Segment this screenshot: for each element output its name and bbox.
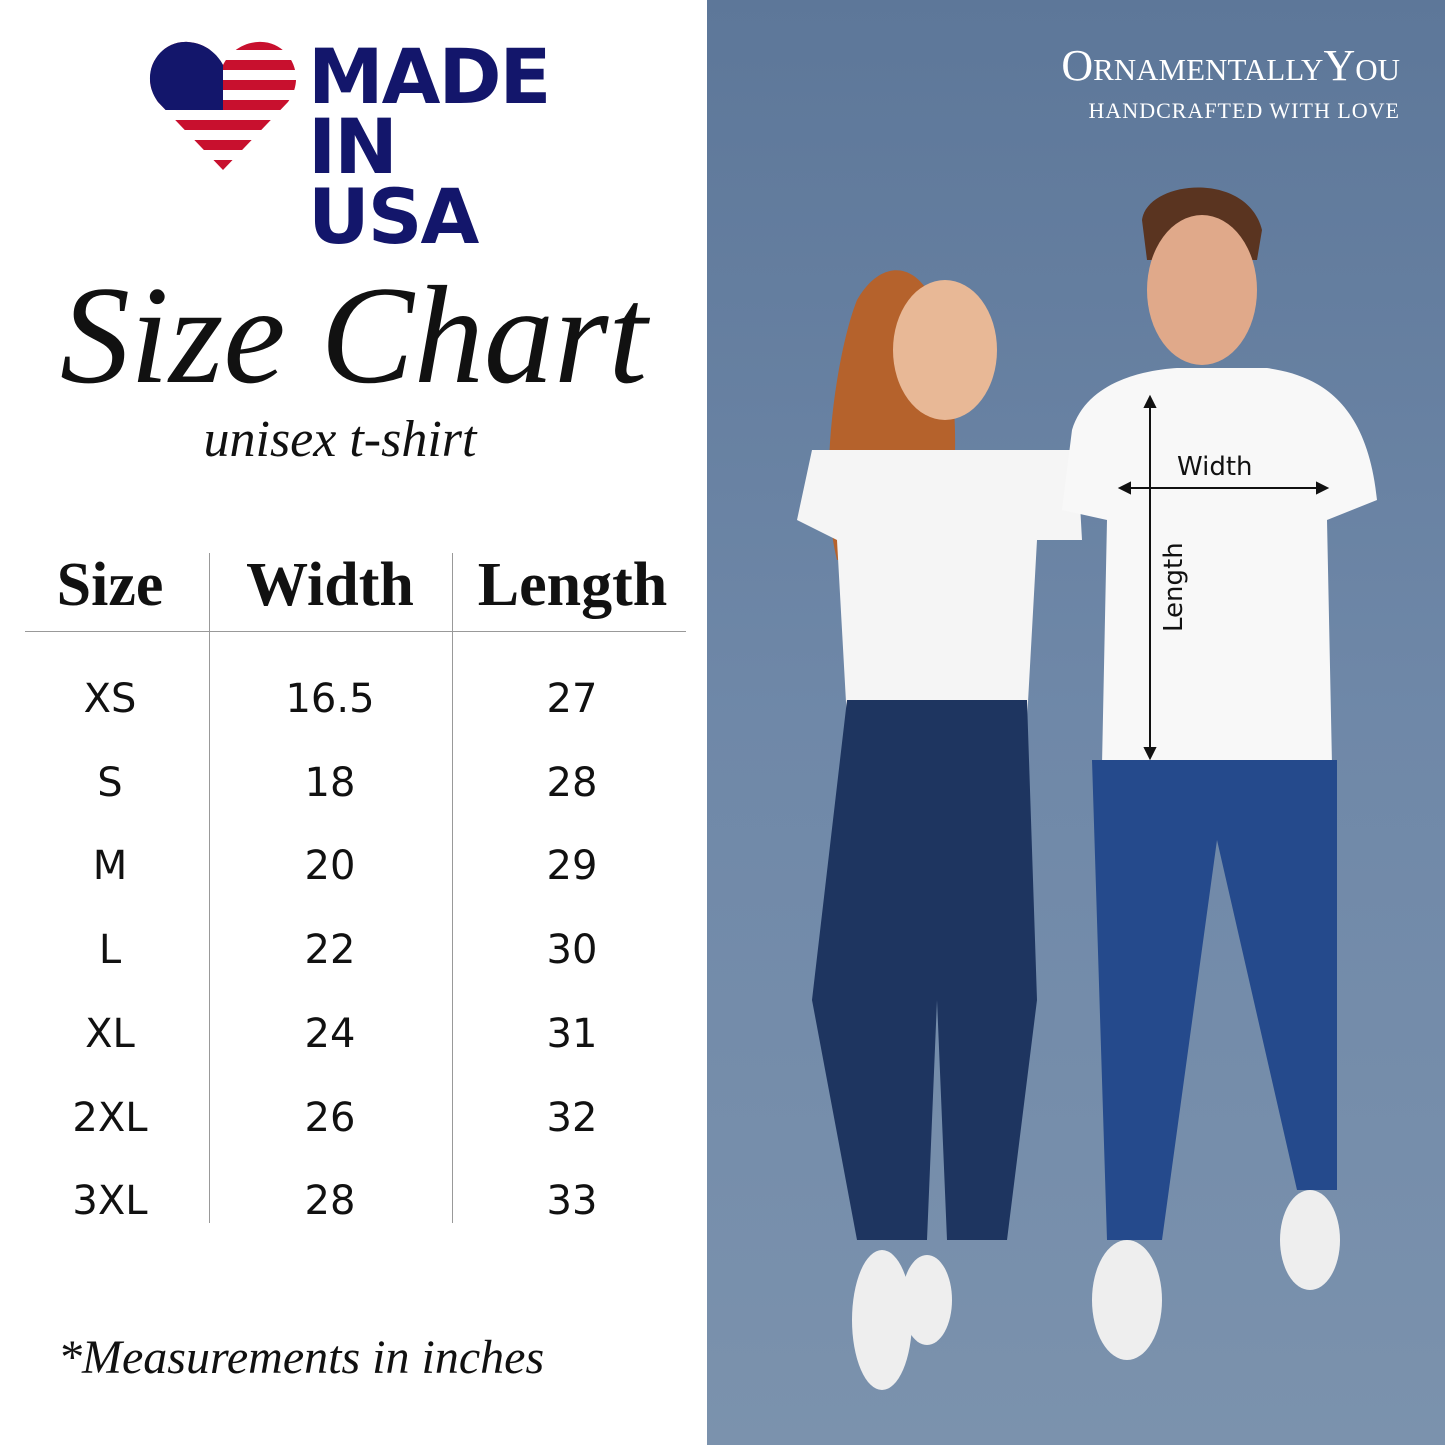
measurement-arrows bbox=[1117, 394, 1330, 761]
width-cell: 22 bbox=[304, 927, 356, 974]
length-cell: 29 bbox=[546, 843, 598, 890]
size-cell: L bbox=[98, 927, 122, 974]
size-cell: 3XL bbox=[72, 1178, 148, 1225]
logo-text-in-usa: IN USA bbox=[308, 102, 479, 261]
column-divider bbox=[452, 553, 453, 1223]
brand-name: OrnamentallyYou bbox=[1061, 41, 1400, 90]
page-subtitle: unisex t-shirt bbox=[203, 411, 477, 468]
length-label: Length bbox=[1159, 542, 1189, 632]
size-cell: 2XL bbox=[72, 1094, 148, 1141]
header-size: Size bbox=[56, 551, 164, 619]
width-cell: 28 bbox=[304, 1178, 356, 1225]
size-cell: XS bbox=[83, 676, 137, 722]
width-cell: 24 bbox=[304, 1010, 356, 1057]
length-cell: 31 bbox=[546, 1010, 598, 1057]
header-divider bbox=[25, 631, 686, 632]
width-label: Width bbox=[1177, 452, 1253, 482]
width-cell: 20 bbox=[304, 843, 356, 890]
size-cell: XL bbox=[85, 1010, 135, 1057]
brand-tagline: HANDCRAFTED WITH LOVE bbox=[1088, 98, 1400, 123]
width-cell: 26 bbox=[304, 1094, 356, 1141]
woman-figure bbox=[797, 270, 1082, 1390]
size-cell: M bbox=[92, 843, 128, 890]
header-width: Width bbox=[246, 551, 414, 619]
width-cell: 18 bbox=[304, 759, 356, 806]
model-photo: Width Length OrnamentallyYou HANDCRAFTED… bbox=[707, 0, 1445, 1445]
made-in-usa-logo: MADE IN USA bbox=[148, 32, 551, 255]
flag-heart-icon bbox=[149, 41, 297, 170]
length-cell: 33 bbox=[546, 1178, 598, 1225]
length-cell: 27 bbox=[546, 676, 598, 722]
length-cell: 30 bbox=[546, 927, 598, 974]
length-cell: 28 bbox=[546, 759, 598, 806]
footnote: *Measurements in inches bbox=[58, 1331, 545, 1384]
logo-text-made: MADE bbox=[308, 32, 551, 121]
size-cell: S bbox=[97, 759, 123, 806]
length-cell: 32 bbox=[546, 1094, 598, 1141]
column-divider bbox=[209, 553, 210, 1223]
man-figure bbox=[1062, 187, 1377, 1360]
models-illustration bbox=[797, 187, 1377, 1390]
page-title: Size Chart bbox=[60, 258, 648, 413]
width-cell: 16.5 bbox=[285, 676, 375, 722]
header-length: Length bbox=[477, 551, 668, 619]
